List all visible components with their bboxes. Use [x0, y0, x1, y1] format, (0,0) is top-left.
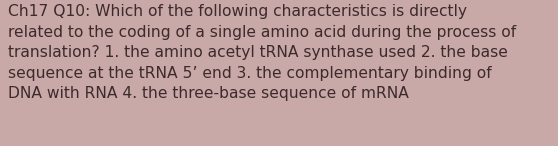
Text: Ch17 Q10: Which of the following characteristics is directly
related to the codi: Ch17 Q10: Which of the following charact… [8, 4, 517, 101]
